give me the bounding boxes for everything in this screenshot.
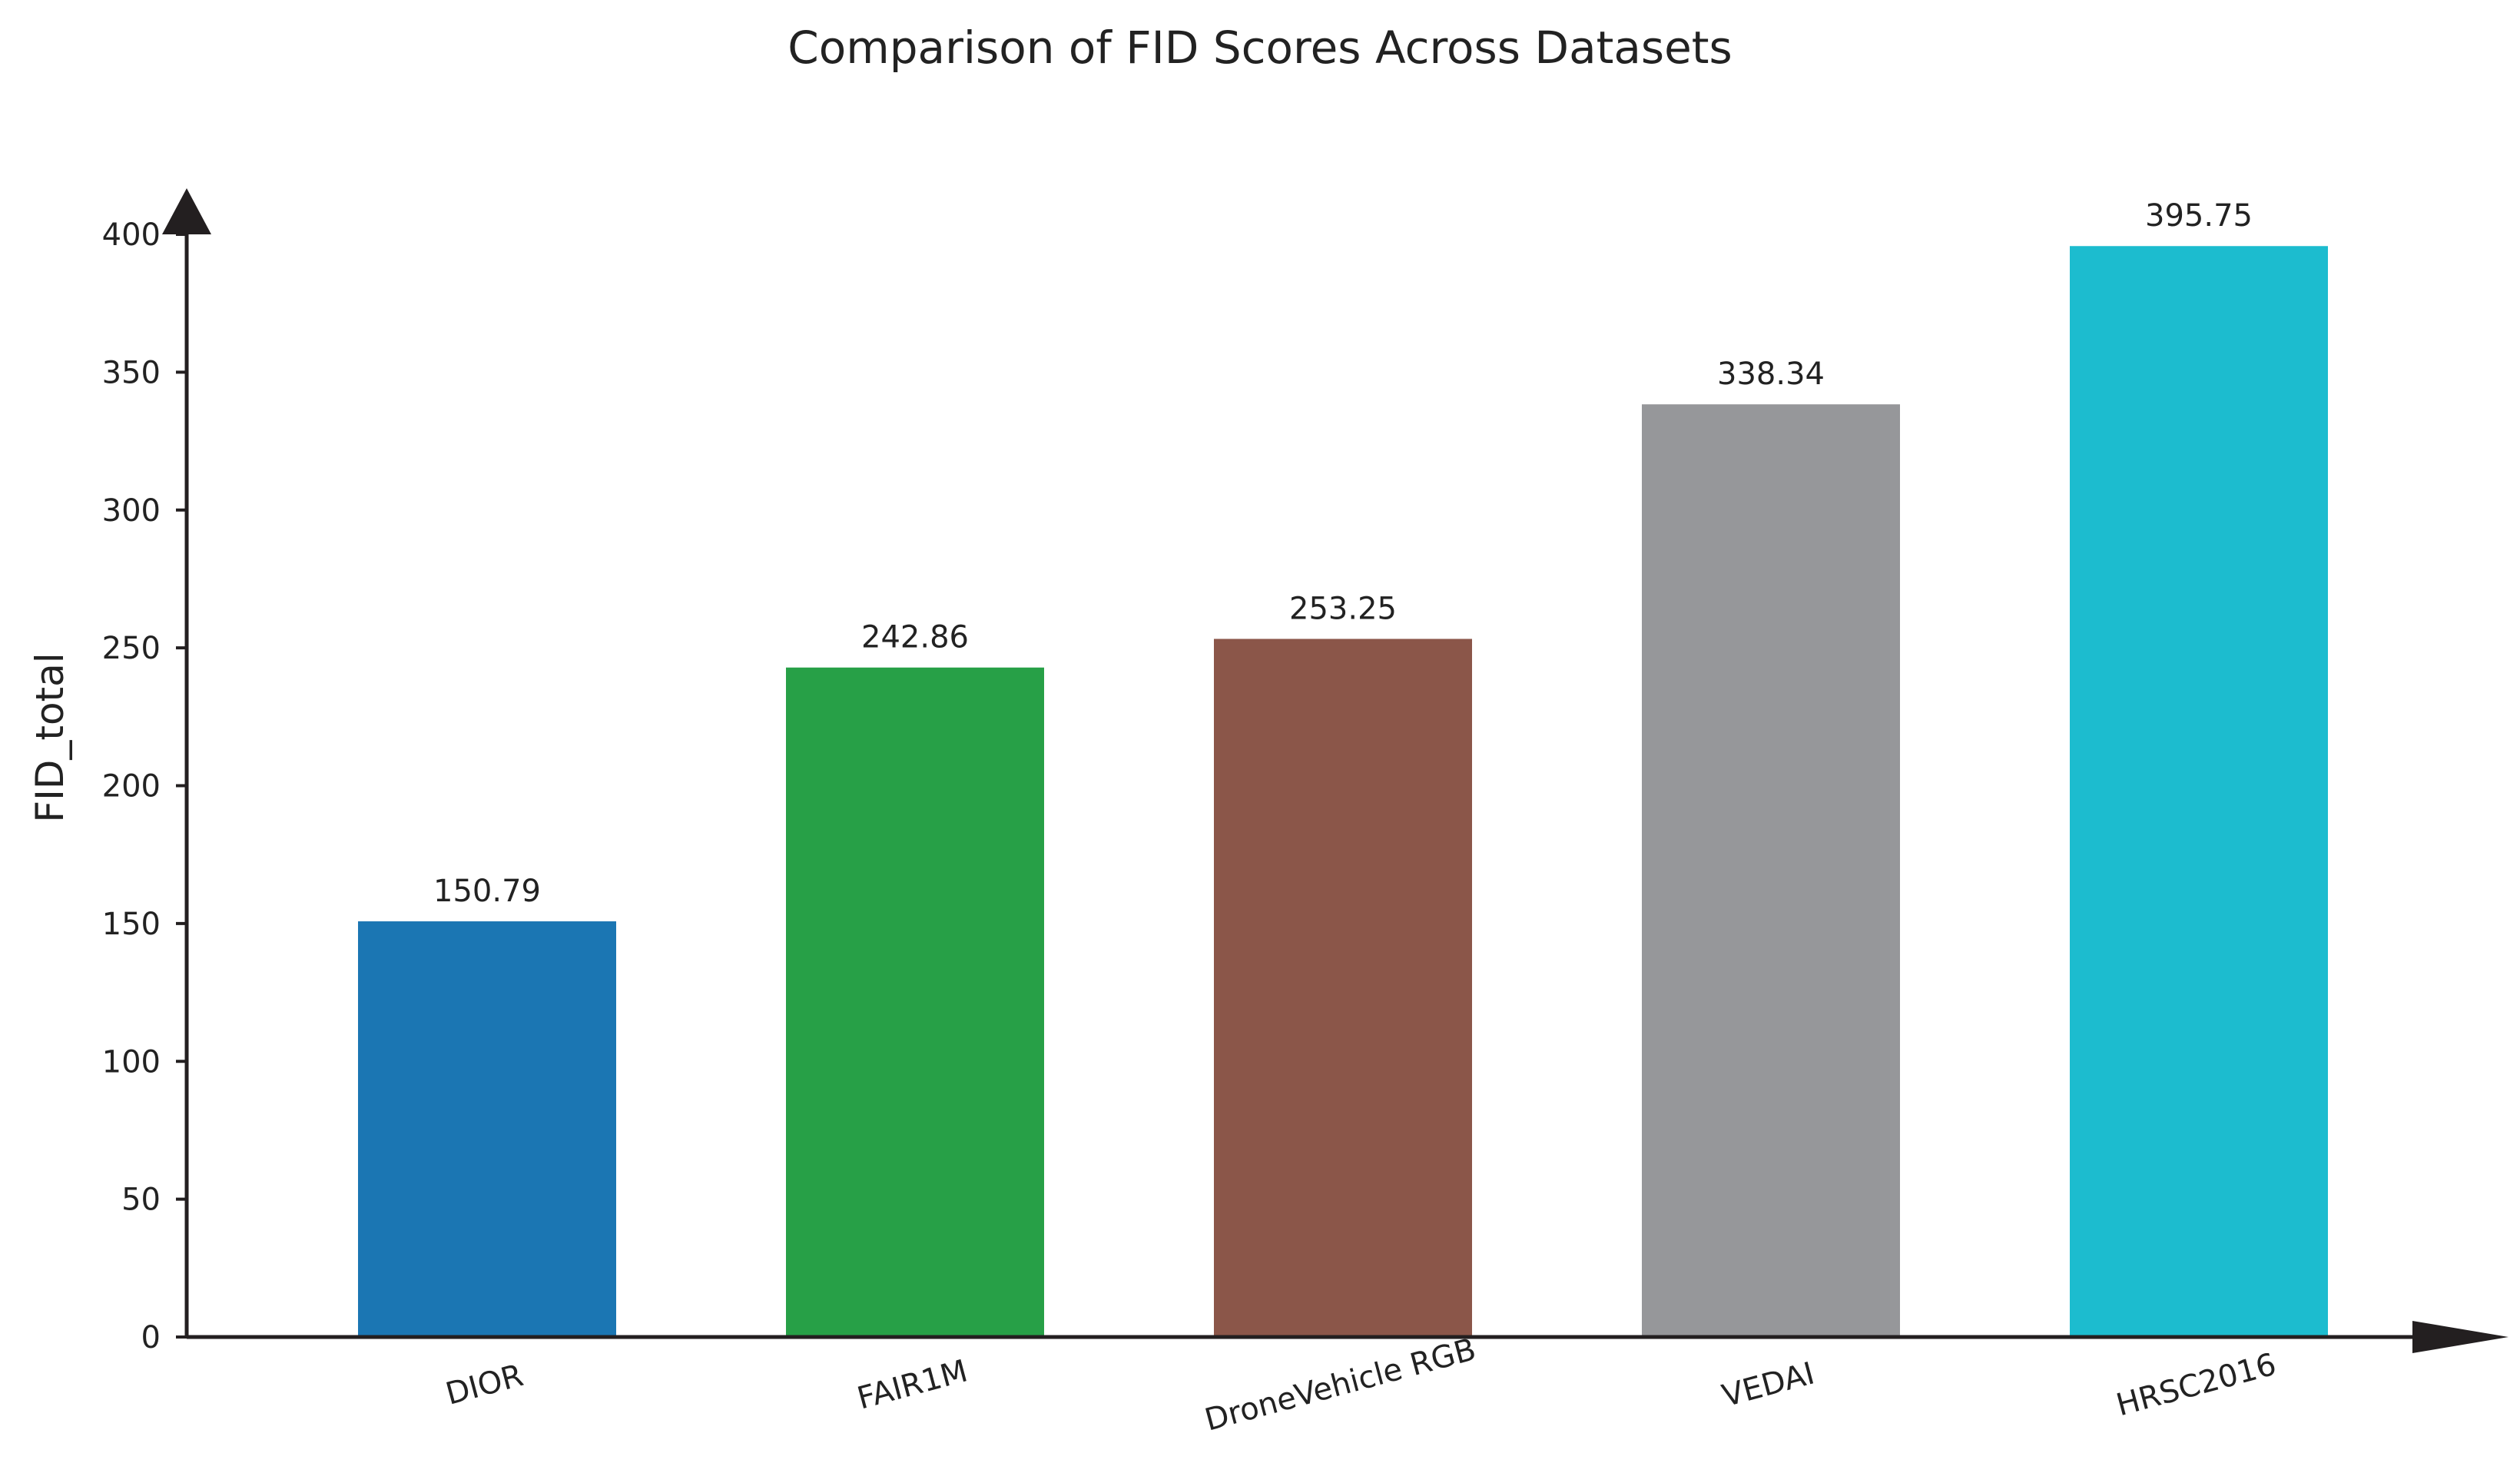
x-tick-label: VEDAI xyxy=(1719,1355,1819,1414)
bar xyxy=(1214,639,1472,1337)
bar-value-label: 150.79 xyxy=(433,874,541,909)
y-tick-label: 150 xyxy=(102,907,161,942)
chart-title: Comparison of FID Scores Across Datasets xyxy=(788,22,1732,74)
value-labels: 150.79 242.86 253.25 338.34 395.75 xyxy=(433,198,2253,909)
y-axis-arrow xyxy=(162,188,211,234)
y-tick-label: 250 xyxy=(102,631,161,666)
bars xyxy=(358,246,2328,1338)
bar xyxy=(358,921,616,1337)
y-axis-label: FID_total xyxy=(28,652,72,822)
x-axis-arrow xyxy=(2412,1321,2508,1353)
x-tick-label: DIOR xyxy=(442,1358,526,1412)
x-tick-label: FAIR1M xyxy=(854,1353,971,1416)
y-tick-label: 200 xyxy=(102,769,161,805)
y-tick-label: 300 xyxy=(102,493,161,529)
bar-value-label: 242.86 xyxy=(861,620,969,655)
y-tick-label: 350 xyxy=(102,355,161,390)
y-tick-label: 100 xyxy=(102,1044,161,1080)
y-axis-ticks: 0 50 100 150 200 250 300 350 400 xyxy=(102,217,187,1355)
y-tick-label: 0 xyxy=(141,1320,161,1355)
y-tick-label: 400 xyxy=(102,217,161,253)
bar-value-label: 338.34 xyxy=(1717,357,1825,392)
bar xyxy=(1642,404,1900,1337)
x-tick-label: DroneVehicle RGB xyxy=(1201,1332,1479,1438)
bar xyxy=(2070,246,2328,1338)
bar xyxy=(786,667,1044,1337)
bar-value-label: 253.25 xyxy=(1289,591,1397,626)
bar-value-label: 395.75 xyxy=(2145,198,2253,234)
y-tick-label: 50 xyxy=(121,1183,161,1218)
x-axis-labels: DIOR FAIR1M DroneVehicle RGB VEDAI HRSC2016 xyxy=(442,1332,2280,1438)
x-tick-label: HRSC2016 xyxy=(2113,1347,2280,1424)
